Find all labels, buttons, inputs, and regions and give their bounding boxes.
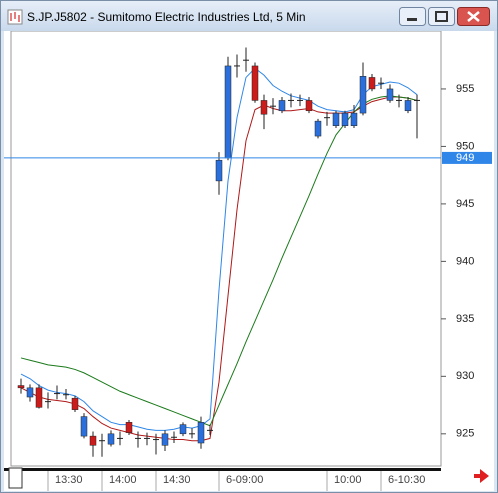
candle-body — [80, 416, 88, 437]
y-tick-label: 935 — [456, 313, 474, 325]
candle-body — [305, 100, 313, 112]
scroll-box — [8, 467, 23, 489]
y-tick-label: 940 — [456, 255, 474, 267]
candle-body — [368, 77, 376, 90]
window-title: S.JP.J5802 - Sumitomo Electric Industrie… — [27, 10, 306, 24]
y-tick-label: 930 — [456, 370, 474, 382]
candle-body — [341, 112, 349, 126]
moving-average-line — [20, 67, 418, 431]
moving-average-line — [20, 96, 418, 442]
close-button[interactable] — [457, 7, 490, 26]
x-tick-label: 14:00 — [109, 474, 137, 486]
candle-body — [215, 159, 223, 182]
price-label-box — [442, 151, 492, 164]
candle-body — [314, 120, 322, 137]
minimize-button[interactable] — [399, 7, 426, 26]
y-tick-label: 950 — [456, 140, 474, 152]
scroll-arrow — [480, 469, 489, 483]
x-axis-bar — [4, 468, 441, 471]
y-tick-label: 955 — [456, 83, 474, 95]
x-tick-label: 10:00 — [334, 474, 362, 486]
maximize-button[interactable] — [428, 7, 455, 26]
candle-body — [89, 435, 97, 446]
x-tick-label: 6-10:30 — [388, 474, 425, 486]
candle-body — [107, 433, 115, 445]
window-buttons — [399, 7, 490, 26]
app-icon — [7, 9, 23, 25]
y-tick-label: 925 — [456, 428, 474, 440]
candle-body — [35, 387, 43, 408]
scroll-arrow-stem — [474, 474, 481, 478]
candle-body — [251, 65, 259, 101]
candle-body — [197, 422, 205, 444]
x-tick-label: 6-09:00 — [226, 474, 263, 486]
candle-body — [125, 422, 133, 433]
candle-body — [404, 100, 412, 112]
x-tick-label: 14:30 — [163, 474, 191, 486]
price-label: 949 — [456, 152, 474, 164]
candle-body — [224, 65, 232, 159]
candle-body — [161, 433, 169, 446]
candle-body — [332, 112, 340, 126]
candle-body — [386, 88, 394, 101]
candle-body — [278, 100, 286, 112]
candle-body — [350, 112, 358, 126]
candle-body — [17, 385, 25, 389]
candle-body — [71, 397, 79, 410]
candle-body — [26, 387, 34, 398]
title-bar: S.JP.J5802 - Sumitomo Electric Industrie… — [1, 1, 497, 31]
x-tick-label: 13:30 — [55, 474, 83, 486]
candle-body — [179, 424, 187, 435]
candle-body — [260, 100, 268, 115]
candle-body — [359, 76, 367, 114]
chart: 925 930 935 940 945 950 955 13:30 14:00 14:30 6-09… — [4, 31, 494, 491]
y-tick-label: 945 — [456, 198, 474, 210]
